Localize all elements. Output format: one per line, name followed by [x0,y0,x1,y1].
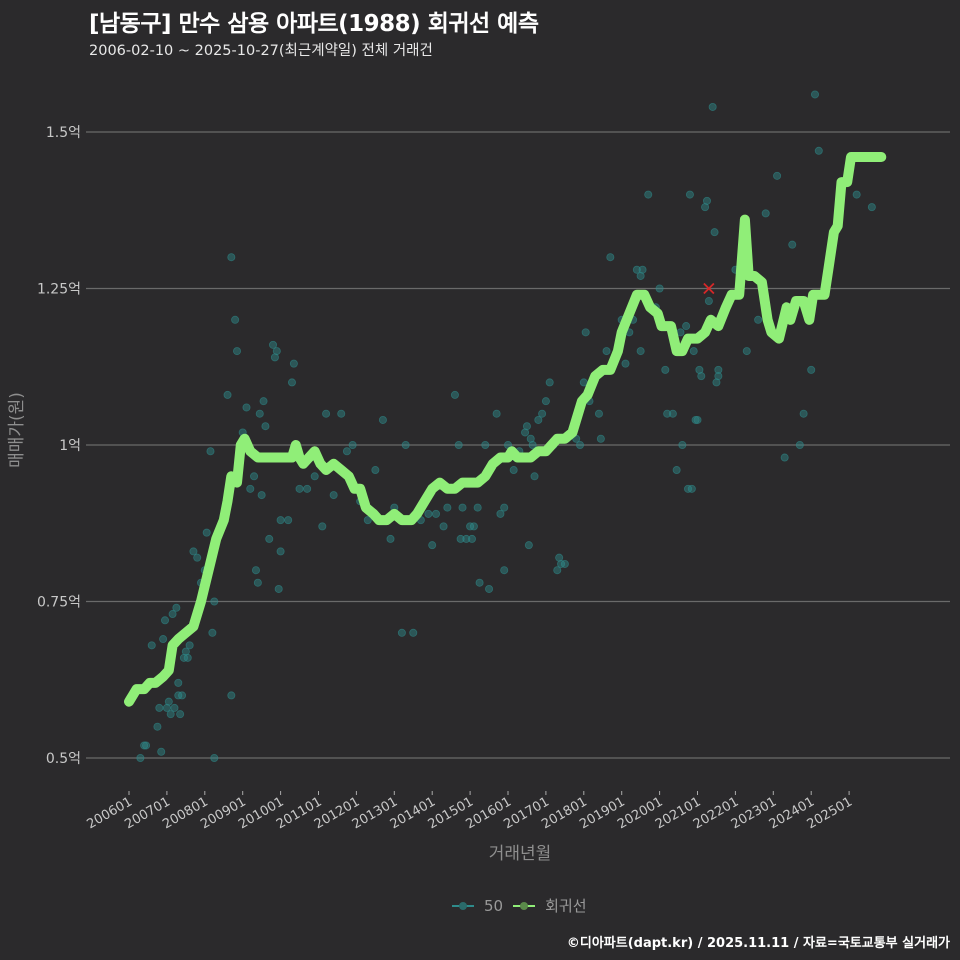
y-tick-label: 1.25억 [37,282,81,298]
chart-title: [남동구] 만수 삼용 아파트(1988) 회귀선 예측 [89,11,539,37]
scatter-swatch-icon [452,899,474,913]
scatter-points [136,90,876,763]
legend-item-scatter: 50 [452,897,503,915]
y-tick-label: 0.5억 [46,751,81,767]
y-tick-label: 0.75억 [37,595,81,611]
chart-subtitle: 2006-02-10 ~ 2025-10-27(최근계약일) 전체 거래건 [89,43,433,59]
legend: 50 회귀선 [452,895,587,916]
footer-credit: ©디아파트(dapt.kr) / 2025.11.11 / 자료=국토교통부 실… [566,936,950,951]
x-axis-title: 거래년월 [489,844,552,864]
y-tick-label: 1.5억 [46,125,81,141]
regression-line [124,152,887,707]
y-axis-title: 매매가(원) [7,392,27,468]
y-tick-label: 1억 [59,438,81,454]
marker-annotation [703,282,715,295]
line-swatch-icon [513,899,536,913]
gridlines [86,131,950,759]
x-axis: 2006012007012008012009012010012011012012… [85,791,855,832]
legend-label-regression: 회귀선 [545,897,587,915]
legend-item-regression: 회귀선 [513,895,587,916]
y-axis: 0.5억 0.75억 1억 1.25억 1.5억 [37,125,81,767]
legend-label-scatter: 50 [484,896,504,915]
